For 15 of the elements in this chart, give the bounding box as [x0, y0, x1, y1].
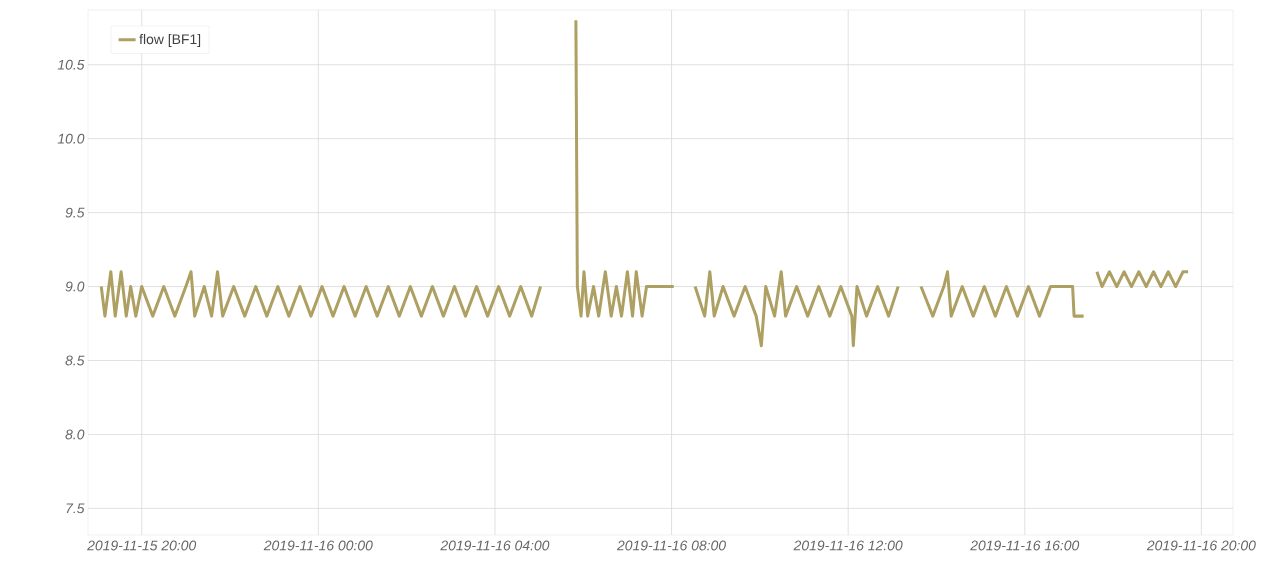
x-tick-label: 2019-11-16 00:00 — [263, 540, 373, 551]
x-tick-label: 2019-11-16 08:00 — [616, 540, 726, 551]
x-tick-label: 2019-11-15 20:00 — [87, 540, 197, 551]
x-tick-label: 2019-11-16 16:00 — [970, 540, 1080, 551]
x-tick-label: 2019-11-16 20:00 — [1146, 540, 1256, 551]
y-tick-label: 10.5 — [57, 59, 85, 70]
y-tick-label: 8.0 — [65, 429, 85, 440]
y-tick-label: 10.0 — [57, 133, 85, 144]
x-tick-label: 2019-11-16 12:00 — [793, 540, 903, 551]
y-tick-label: 9.5 — [65, 207, 85, 218]
legend-label: flow [BF1] — [139, 33, 201, 47]
y-tick-label: 9.0 — [65, 281, 85, 292]
y-tick-label: 7.5 — [66, 503, 85, 514]
y-tick-label: 8.5 — [65, 355, 85, 366]
x-tick-label: 2019-11-16 04:00 — [440, 540, 550, 551]
